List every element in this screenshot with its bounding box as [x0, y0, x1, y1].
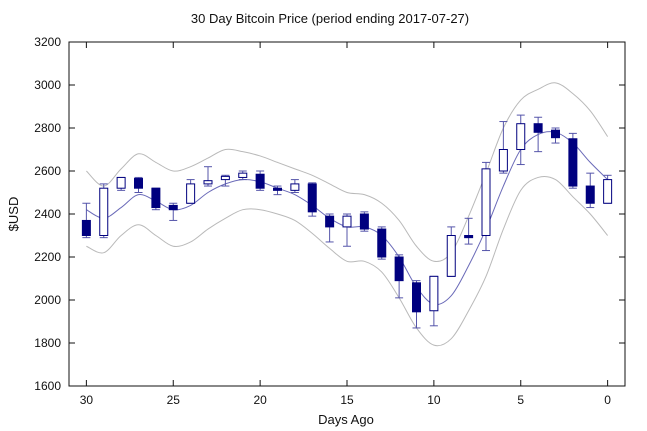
candle-body-day-12: [394, 256, 404, 282]
x-axis-label: Days Ago: [318, 412, 374, 427]
y-axis-label: $USD: [6, 197, 21, 232]
candle-body-day-2: [568, 138, 578, 187]
candle-body-day-21: [238, 172, 248, 178]
candle-body-day-9: [446, 235, 456, 277]
candle-body-day-29: [99, 187, 109, 236]
y-tick-label-2800: 2800: [34, 121, 61, 135]
y-tick-label-3000: 3000: [34, 78, 61, 92]
candle-body-day-7: [481, 168, 491, 237]
candle-body-day-20: [255, 173, 265, 189]
y-tick-label-2600: 2600: [34, 164, 61, 178]
candle-body-day-5: [516, 123, 526, 150]
candle-body-day-18: [290, 183, 300, 191]
candle-body-day-0: [603, 179, 613, 204]
candle-body-day-30: [81, 219, 91, 236]
x-tick-label-0: 0: [604, 393, 611, 407]
x-tick-label-10: 10: [427, 393, 441, 407]
x-tick-label-20: 20: [253, 393, 267, 407]
y-tick-label-1800: 1800: [34, 336, 61, 350]
candle-body-day-24: [186, 183, 196, 204]
candle-body-day-10: [429, 275, 439, 312]
candle-body-day-17: [307, 183, 317, 213]
candle-body-day-4: [533, 123, 543, 133]
y-tick-label-2000: 2000: [34, 293, 61, 307]
y-tick-label-3200: 3200: [34, 35, 61, 49]
candle-body-day-15: [342, 215, 352, 228]
x-tick-label-25: 25: [167, 393, 181, 407]
candle-body-day-25: [168, 204, 178, 211]
y-tick-label-1600: 1600: [34, 379, 61, 393]
candle-body-day-1: [585, 185, 595, 204]
candle-body-day-22: [220, 175, 230, 181]
candle-body-day-11: [412, 282, 421, 313]
candle-body-day-19: [273, 187, 282, 191]
y-tick-label-2200: 2200: [34, 250, 61, 264]
chart-title: 30 Day Bitcoin Price (period ending 2017…: [191, 11, 469, 26]
x-tick-label-5: 5: [517, 393, 524, 407]
plot-area: 1600 1800 2000 2200 2400 2600 2800 3000 3200 30 25…: [34, 35, 626, 407]
candle-body-day-6: [498, 149, 508, 172]
candle-body-day-27: [134, 178, 143, 189]
y-tick-label-2400: 2400: [34, 207, 61, 221]
upper-band-line: [86, 82, 609, 263]
x-tick-label-30: 30: [80, 393, 94, 407]
candle-body-day-28: [116, 176, 126, 189]
candle-body-day-3: [551, 129, 560, 139]
candle-body-day-13: [377, 228, 387, 258]
candle-body-day-23: [203, 180, 213, 185]
candle-body-day-8: [464, 235, 474, 239]
lower-band-line: [86, 175, 609, 347]
candle-body-day-16: [325, 215, 335, 228]
candle-body-day-26: [151, 187, 161, 209]
x-tick-label-15: 15: [340, 393, 354, 407]
candle-body-day-14: [359, 213, 369, 230]
